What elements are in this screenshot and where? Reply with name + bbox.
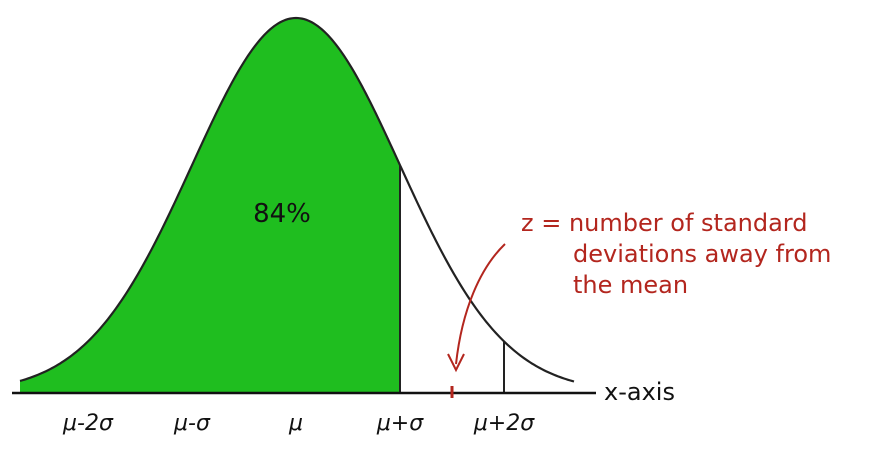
tick-label: μ+2σ xyxy=(473,411,535,436)
bell-curve xyxy=(19,16,575,383)
x-axis-label: x-axis xyxy=(604,378,675,406)
annotation-arrowhead xyxy=(447,353,465,373)
shaded-area-84-percent xyxy=(20,18,400,392)
annotation-arrow xyxy=(455,243,506,365)
annotation-line-2: deviations away from xyxy=(573,240,831,268)
tick-label: μ xyxy=(288,411,303,436)
shaded-area-label: 84% xyxy=(253,199,311,229)
tick-label: μ-σ xyxy=(173,411,211,436)
tick-labels: μ-2σ μ-σ μ μ+σ μ+2σ xyxy=(62,411,535,436)
tick-label: μ+σ xyxy=(376,411,424,436)
annotation-line-3: the mean xyxy=(573,271,688,299)
tick-label: μ-2σ xyxy=(62,411,114,436)
annotation-line-1: z = number of standard xyxy=(521,209,807,237)
